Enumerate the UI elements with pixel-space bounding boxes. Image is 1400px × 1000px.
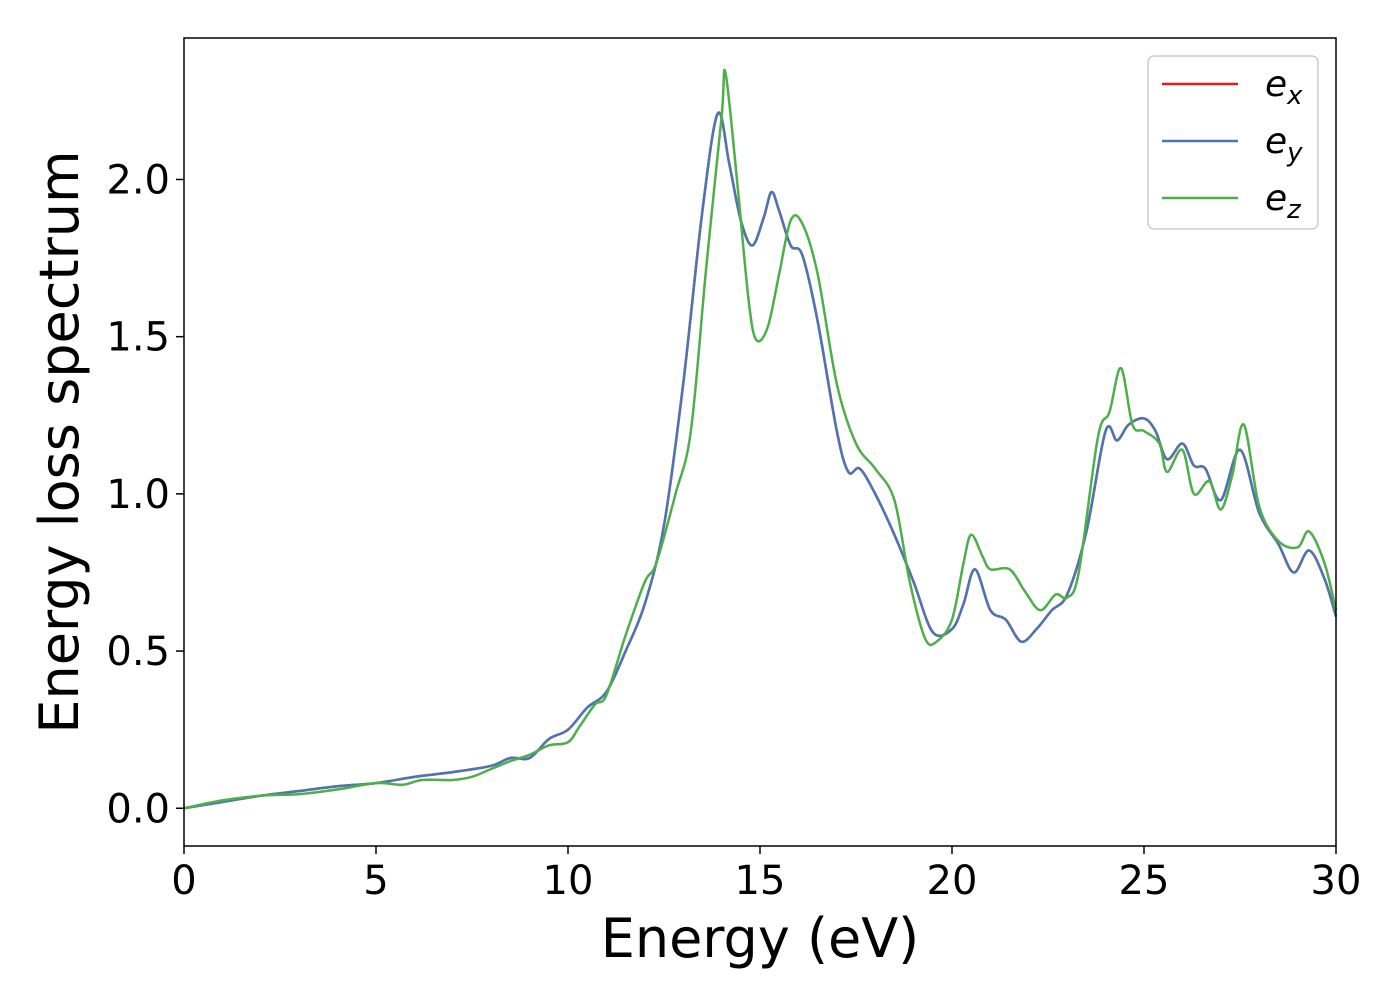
series-line-e-z (183, 68, 1338, 810)
legend-box (1147, 55, 1319, 230)
y-axis-title: Energy loss spectrum (28, 150, 91, 733)
x-tick-label: 0 (171, 858, 196, 904)
ticks-layer: 0 5 10 15 20 25 30 0.0 0.5 1.0 1.5 2.0 (106, 157, 1361, 904)
legend-label-e-z: ez (1265, 178, 1302, 225)
y-tick-label: 2.0 (106, 157, 170, 203)
series-line-e-y (183, 111, 1338, 810)
y-tick-label: 0.5 (106, 629, 170, 675)
x-tick-label: 10 (543, 858, 594, 904)
x-tick-label: 15 (735, 858, 786, 904)
x-tick-label: 20 (927, 858, 978, 904)
x-tick-label: 5 (363, 858, 388, 904)
y-tick-label: 1.0 (106, 472, 170, 518)
series-layer (183, 68, 1338, 810)
y-tick-label: 0.0 (106, 786, 170, 832)
x-axis-title: Energy (eV) (601, 907, 920, 970)
y-tick-label: 1.5 (106, 315, 170, 361)
legend-label-e-y: ey (1265, 121, 1303, 168)
x-tick-label: 30 (1311, 858, 1362, 904)
legend: ex ey ez (1147, 55, 1319, 230)
legend-label-e-x: ex (1265, 64, 1303, 111)
x-tick-label: 25 (1119, 858, 1170, 904)
